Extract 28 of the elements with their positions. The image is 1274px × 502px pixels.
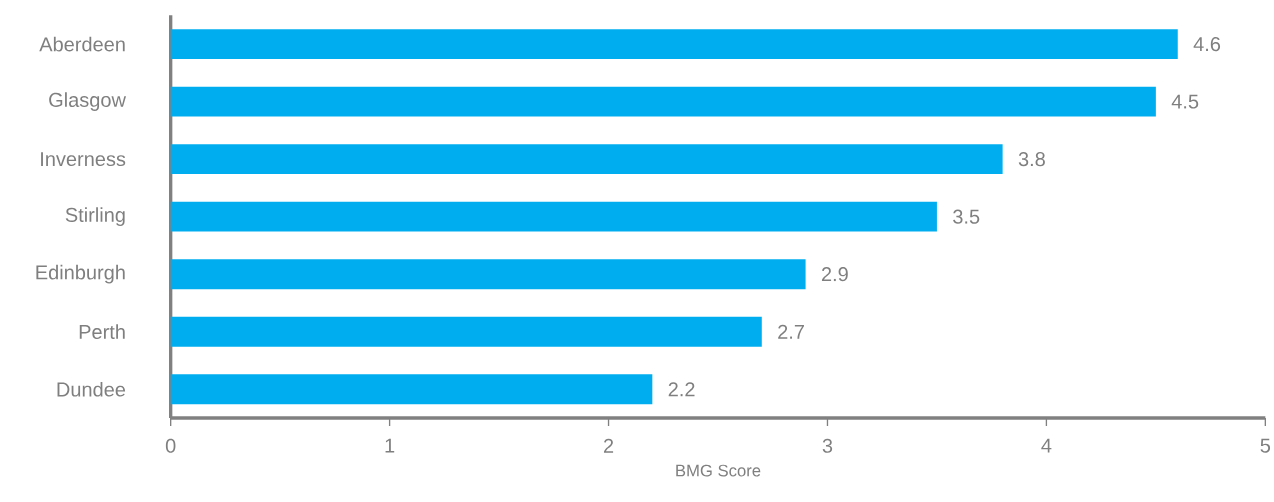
y-tick-label: Aberdeen (39, 36, 125, 52)
bar (170, 144, 1003, 175)
x-axis-title: BMG Score (676, 464, 761, 477)
bar (170, 259, 806, 290)
bar (170, 29, 1178, 60)
bar (170, 86, 1156, 117)
y-tick-label: Inverness (41, 152, 126, 167)
y-tick-label: Stirling (65, 207, 125, 226)
y-tick-label: Dundee (57, 381, 126, 397)
data-label: 2.9 (821, 267, 848, 282)
x-tick-label: 1 (385, 438, 395, 453)
data-label: 4.5 (1171, 94, 1199, 109)
bar (170, 201, 937, 232)
x-tick-label: 5 (1260, 438, 1271, 453)
data-label: 3.8 (1018, 152, 1045, 167)
y-tick-label: Glasgow (49, 92, 127, 111)
x-tick-label: 2 (603, 438, 614, 453)
data-label: 2.7 (778, 324, 804, 339)
x-tick-label: 4 (1041, 438, 1052, 453)
data-label: 2.2 (668, 382, 695, 397)
y-tick-label: Perth (79, 324, 125, 340)
x-tick-label: 3 (822, 438, 833, 453)
bar (170, 374, 653, 405)
data-label: 3.5 (953, 209, 980, 224)
data-label: 4.6 (1193, 37, 1221, 52)
y-tick-label: Edinburgh (36, 264, 125, 284)
bar (170, 316, 762, 347)
x-tick-label: 0 (165, 438, 176, 453)
